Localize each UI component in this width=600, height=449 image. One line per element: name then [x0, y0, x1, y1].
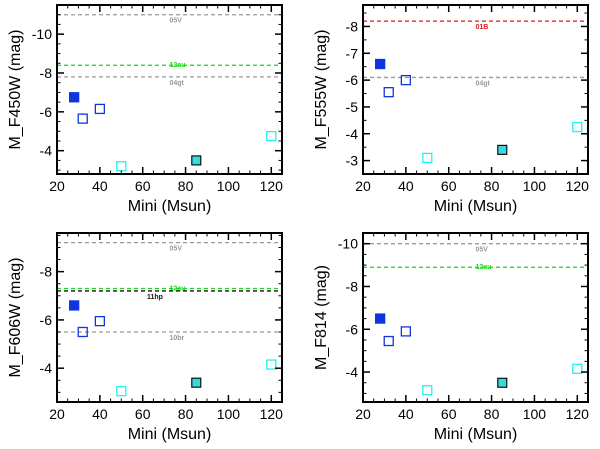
plot-frame: [362, 232, 589, 403]
chart-panel-1: 05V 12au 04gt 20 40 60 80 100 120 -4 -6 -8 -10 Mini (…: [7, 4, 284, 215]
x-tick-label: 100: [217, 406, 241, 422]
chart-panel-4: 05V 12au 20 40 60 80 100 120 -4 -6 -8 -10 Mini (Msun…: [313, 232, 590, 443]
x-tick-label: 20: [355, 178, 371, 194]
y-tick-label: -6: [40, 312, 53, 328]
reference-line-label: 05V: [476, 247, 489, 254]
data-point: [94, 315, 106, 327]
x-tick-label: 40: [398, 178, 414, 194]
y-tick-label: -4: [40, 360, 53, 376]
x-tick-label: 100: [217, 178, 241, 194]
reference-line-label: 05V: [170, 246, 183, 253]
y-tick-label: -7: [346, 45, 359, 61]
data-point: [77, 326, 88, 338]
x-tick-label: 120: [260, 178, 284, 194]
data-point: [400, 74, 412, 86]
data-point: [116, 161, 127, 172]
x-tick-label: 60: [441, 406, 457, 422]
data-point: [68, 300, 80, 311]
data-point: [77, 113, 88, 124]
y-tick-label: -3: [346, 153, 359, 169]
x-tick-label: 40: [92, 406, 108, 422]
y-axis-title: M_F450W (mag): [7, 29, 24, 149]
data-point: [572, 363, 583, 374]
y-tick-label: -4: [346, 364, 359, 380]
x-tick-label: 20: [49, 178, 65, 194]
y-tick-label: -4: [346, 126, 359, 142]
data-point: [383, 87, 394, 98]
reference-line-label: 11hp: [147, 294, 163, 301]
x-tick-label: 40: [398, 406, 414, 422]
x-tick-label: 20: [49, 406, 65, 422]
data-point: [497, 144, 508, 155]
y-tick-label: -10: [338, 236, 358, 252]
reference-line-label: 04gt: [476, 80, 491, 87]
y-tick-label: -6: [346, 321, 359, 337]
data-point: [266, 359, 277, 370]
y-tick-label: -8: [40, 264, 53, 280]
data-point: [266, 130, 277, 142]
x-tick-label: 80: [484, 406, 500, 422]
plot-frame: [56, 232, 283, 403]
y-tick-label: -8: [40, 65, 53, 81]
y-tick-label: -4: [40, 143, 53, 159]
x-tick-label: 80: [178, 178, 194, 194]
data-point: [400, 326, 412, 337]
x-tick-label: 120: [566, 406, 590, 422]
data-point: [374, 58, 386, 70]
data-point: [572, 121, 583, 133]
x-axis-title: Mini (Msun): [434, 198, 518, 215]
x-tick-label: 80: [178, 406, 194, 422]
data-point: [116, 385, 127, 397]
data-point: [422, 385, 433, 396]
reference-line-label: 01B: [476, 24, 489, 31]
chart-panel-3: 05V 12au 11hp 10br 20 40 60 80 100 120 -4 -6 -8 Mini …: [7, 232, 284, 443]
data-point: [383, 335, 394, 347]
x-axis-title: Mini (Msun): [434, 426, 518, 443]
x-axis-title: Mini (Msun): [128, 426, 212, 443]
data-point: [497, 377, 508, 388]
data-point: [191, 155, 202, 166]
reference-line-label: 10br: [170, 335, 185, 342]
x-tick-label: 120: [566, 178, 590, 194]
reference-line-label: 04gt: [170, 80, 185, 87]
y-tick-label: -6: [346, 72, 359, 88]
reference-line-label: 12au: [170, 62, 186, 69]
y-axis-title: M_F606W (mag): [7, 257, 24, 377]
y-tick-label: -10: [32, 26, 52, 42]
reference-line-label: 05V: [170, 18, 183, 25]
y-tick-label: -6: [40, 104, 53, 120]
data-point: [191, 377, 202, 388]
plot-frame: [362, 4, 589, 175]
data-point: [422, 152, 433, 164]
reference-line-label: 12au: [476, 264, 492, 271]
x-tick-label: 60: [135, 406, 151, 422]
y-axis-title: M_F555W (mag): [313, 29, 330, 149]
x-axis-title: Mini (Msun): [128, 198, 212, 215]
y-tick-label: -5: [346, 99, 359, 115]
x-tick-label: 120: [260, 406, 284, 422]
reference-line-label: 12au: [170, 286, 186, 293]
data-point: [68, 92, 80, 103]
data-point: [374, 313, 386, 324]
x-tick-label: 60: [135, 178, 151, 194]
y-axis-title: M_F814 (mag): [313, 265, 330, 370]
data-point: [94, 103, 106, 115]
chart-panel-2: 01B 04gt 20 40 60 80 100 120 -3 -4 -5 -6 -7 -8 Mini (M…: [313, 4, 590, 215]
x-tick-label: 40: [92, 178, 108, 194]
y-tick-label: -8: [346, 278, 359, 294]
y-tick-label: -8: [346, 18, 359, 34]
x-tick-label: 80: [484, 178, 500, 194]
x-tick-label: 20: [355, 406, 371, 422]
x-tick-label: 100: [523, 406, 547, 422]
plot-frame: [56, 4, 283, 175]
x-tick-label: 60: [441, 178, 457, 194]
x-tick-label: 100: [523, 178, 547, 194]
